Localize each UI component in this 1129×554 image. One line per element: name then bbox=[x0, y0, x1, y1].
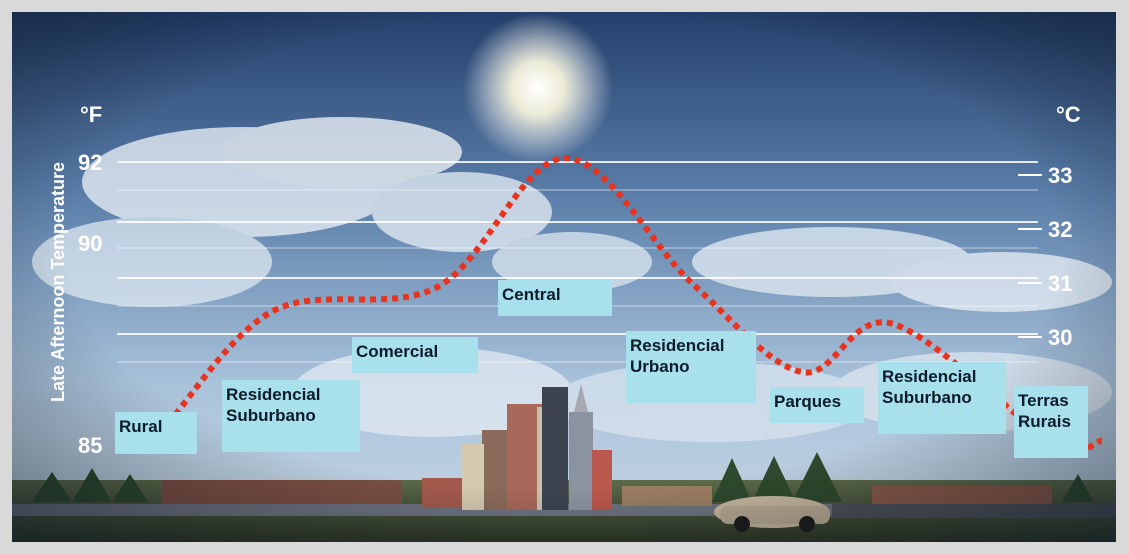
fahrenheit-unit: °F bbox=[80, 102, 102, 127]
celsius-unit: °C bbox=[1056, 102, 1081, 127]
fahrenheit-ticks: 92 90 85 bbox=[78, 150, 102, 458]
zone-label: Parques bbox=[770, 387, 864, 423]
celsius-ticks: 33 32 31 30 bbox=[1018, 163, 1072, 350]
zone-label: Residencial Suburbano bbox=[878, 362, 1006, 434]
temperature-curve bbox=[114, 154, 1103, 454]
celsius-tick-label: 32 bbox=[1048, 217, 1072, 242]
urban-heat-island-chart: Late Afternoon Temperature °F °C 929085 … bbox=[12, 12, 1116, 542]
chart-frame: Late Afternoon Temperature °F °C 92 90 85 … bbox=[12, 12, 1116, 542]
fahrenheit-tick-label: 90 bbox=[78, 231, 102, 256]
zone-label: Central bbox=[498, 280, 612, 316]
zone-label: Rural bbox=[115, 412, 197, 454]
celsius-tick-label: 30 bbox=[1048, 325, 1072, 350]
celsius-tick-label: 31 bbox=[1048, 271, 1072, 296]
fahrenheit-tick-label: 85 bbox=[78, 433, 102, 458]
zone-label: Terras Rurais bbox=[1014, 386, 1088, 458]
zone-label: Comercial bbox=[352, 337, 478, 373]
zone-label: Residencial Suburbano bbox=[222, 380, 360, 452]
y-axis-label: Late Afternoon Temperature bbox=[48, 162, 68, 402]
fahrenheit-tick-label: 92 bbox=[78, 150, 102, 175]
celsius-tick-label: 33 bbox=[1048, 163, 1072, 188]
zone-label: Residencial Urbano bbox=[626, 331, 756, 403]
